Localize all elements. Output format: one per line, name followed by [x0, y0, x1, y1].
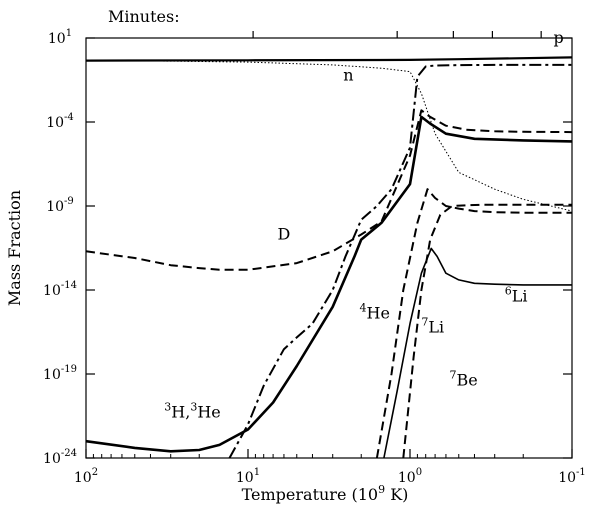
- y-tick-label-base: 10: [43, 451, 61, 467]
- series-label: p: [554, 28, 564, 47]
- x-tick-label: 101: [236, 467, 260, 486]
- x-tick-label: 100: [398, 467, 422, 486]
- label-sup: 7: [421, 315, 428, 328]
- series-4he: [228, 63, 572, 459]
- label-sup: 7: [450, 369, 457, 382]
- y-tick-label-exp: -4: [64, 112, 74, 123]
- label-base: He: [366, 304, 389, 323]
- plot-frame: [85, 37, 573, 459]
- series-label: 7Li: [421, 315, 444, 336]
- x-tick-label-exp: 1: [254, 467, 260, 478]
- y-tick-label-base: 10: [46, 199, 64, 215]
- x-tick-label-base: 10: [558, 470, 576, 486]
- x-tick-label: 10-1: [558, 467, 586, 486]
- series-label: 3H,3He: [164, 401, 220, 422]
- y-tick-label-base: 10: [46, 115, 64, 131]
- label-base: Li: [428, 317, 444, 336]
- series-label: D: [278, 225, 291, 244]
- label-base: H,: [171, 403, 190, 422]
- series-label: 6Li: [505, 285, 528, 306]
- label-base: He: [197, 403, 220, 422]
- x-axis-label: Temperature (109 K): [242, 483, 409, 504]
- y-tick-label-exp: -24: [61, 448, 77, 459]
- x-tick-label-base: 10: [74, 470, 92, 486]
- series-label: n: [343, 65, 353, 84]
- y-tick-label: 10-4: [46, 112, 74, 131]
- y-tick-label: 10-24: [43, 448, 77, 467]
- series-6li: [383, 247, 572, 459]
- x-tick-label-exp: -1: [576, 467, 586, 478]
- top-axis-label: Minutes:: [108, 7, 180, 26]
- y-tick-label: 10-14: [43, 280, 77, 299]
- series-7be: [402, 203, 572, 459]
- y-axis-label: Mass Fraction: [5, 190, 24, 306]
- axis-labels: Temperature (109 K) Mass Fraction Minute…: [5, 7, 408, 504]
- label-sup: 6: [505, 285, 512, 298]
- x-tick-label-exp: 2: [92, 467, 98, 478]
- y-tick-label-exp: 1: [66, 28, 72, 39]
- y-tick-label: 10-19: [43, 364, 77, 383]
- y-tick-label-exp: -19: [61, 364, 77, 375]
- x-tick-label-exp: 0: [416, 467, 422, 478]
- series-n: [85, 60, 573, 212]
- series-p: [85, 56, 573, 62]
- y-tick-label-exp: -9: [64, 196, 74, 207]
- y-tick-label-base: 10: [43, 367, 61, 383]
- series-label: 4He: [359, 302, 389, 323]
- y-tick-label-base: 10: [43, 283, 61, 299]
- label-sup: 3: [164, 401, 171, 414]
- y-tick-label: 101: [48, 28, 72, 47]
- x-tick-label-base: 10: [398, 470, 416, 486]
- series-7li: [375, 188, 572, 459]
- series-curves: [85, 56, 573, 459]
- y-tick-label-base: 10: [48, 31, 66, 47]
- label-base: Be: [457, 371, 478, 390]
- y-tick-label-exp: -14: [61, 280, 77, 291]
- x-tick-label: 102: [74, 467, 98, 486]
- label-base: Li: [512, 287, 528, 306]
- series-3h-3he: [85, 115, 573, 453]
- x-tick-label-base: 10: [236, 470, 254, 486]
- series-d: [85, 109, 573, 271]
- y-tick-label: 10-9: [46, 196, 74, 215]
- series-label: 7Be: [450, 369, 478, 390]
- label-sup: 4: [359, 302, 366, 315]
- label-sup: 3: [190, 401, 197, 414]
